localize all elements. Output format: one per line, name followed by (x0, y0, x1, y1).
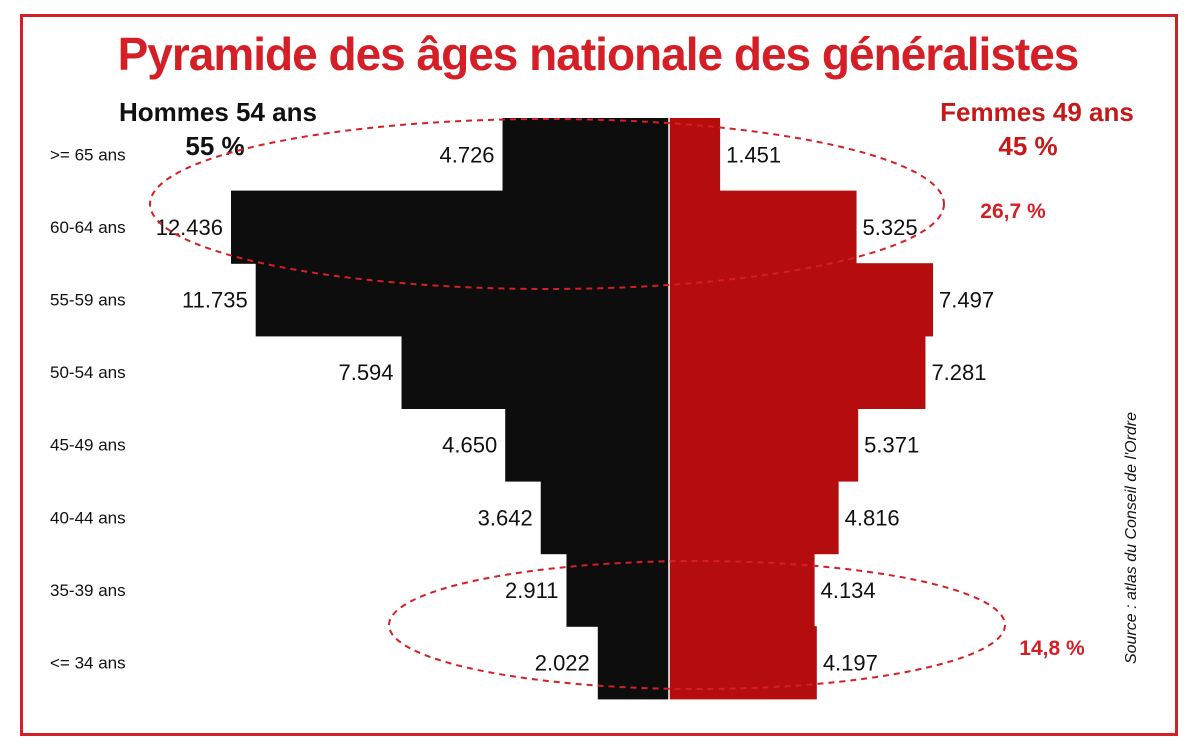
bar-women-1 (669, 190, 857, 264)
value-women-5: 4.816 (845, 505, 900, 530)
annotation-top-share: 26,7 % (980, 200, 1046, 223)
bar-men-2 (255, 263, 669, 337)
value-men-4: 4.650 (442, 433, 497, 458)
value-women-1: 5.325 (863, 215, 918, 240)
bar-women-6 (669, 553, 815, 627)
value-women-3: 7.281 (931, 360, 986, 385)
value-women-6: 4.134 (821, 578, 876, 603)
women-share: 45 % (998, 131, 1057, 161)
bar-women-0 (669, 118, 721, 192)
value-women-7: 4.197 (823, 651, 878, 676)
annotation-bottom-share: 14,8 % (1019, 637, 1085, 660)
men-bars (231, 118, 669, 700)
value-men-6: 2.911 (505, 578, 558, 603)
chart-frame (20, 14, 1178, 736)
bar-men-1 (231, 190, 669, 264)
age-label-5: 40-44 ans (50, 508, 126, 527)
value-men-0: 4.726 (439, 142, 494, 167)
bar-women-3 (669, 335, 926, 409)
value-men-5: 3.642 (478, 505, 533, 530)
value-men-1: 12.436 (156, 215, 223, 240)
age-group-labels: >= 65 ans 60-64 ans 55-59 ans 50-54 ans 45-4… (50, 145, 126, 672)
age-label-7: <= 34 ans (50, 654, 126, 673)
age-label-0: >= 65 ans (50, 145, 126, 164)
bar-men-3 (401, 335, 669, 409)
age-label-1: 60-64 ans (50, 218, 126, 237)
women-heading: Femmes 49 ans (940, 97, 1134, 127)
men-heading: Hommes 54 ans (119, 97, 317, 127)
bar-women-5 (669, 481, 839, 555)
value-women-4: 5.371 (864, 433, 919, 458)
men-share: 55 % (185, 131, 244, 161)
value-women-0: 1.451 (726, 142, 781, 167)
bar-men-0 (502, 118, 669, 192)
age-label-2: 55-59 ans (50, 291, 126, 310)
bar-women-2 (669, 263, 934, 337)
age-label-4: 45-49 ans (50, 436, 126, 455)
chart-title: Pyramide des âges nationale des générali… (118, 28, 1079, 80)
bar-men-6 (566, 553, 669, 627)
value-men-3: 7.594 (338, 360, 393, 385)
age-label-6: 35-39 ans (50, 581, 126, 600)
bar-women-4 (669, 408, 859, 482)
bar-men-5 (540, 481, 669, 555)
source-note: Source : atlas du Conseil de l'Ordre (1123, 412, 1140, 664)
value-women-2: 7.497 (939, 288, 994, 313)
bar-women-7 (669, 626, 817, 700)
women-bars (669, 118, 934, 700)
highlight-ellipse-bottom (388, 560, 1006, 690)
value-men-7: 2.022 (535, 651, 590, 676)
age-label-3: 50-54 ans (50, 363, 126, 382)
highlight-ellipse-top (149, 118, 945, 290)
bar-men-4 (505, 408, 669, 482)
value-men-2: 11.735 (182, 288, 248, 313)
value-labels: 4.726 1.451 12.436 5.325 11.735 7.497 7.594 7.2… (156, 142, 994, 675)
